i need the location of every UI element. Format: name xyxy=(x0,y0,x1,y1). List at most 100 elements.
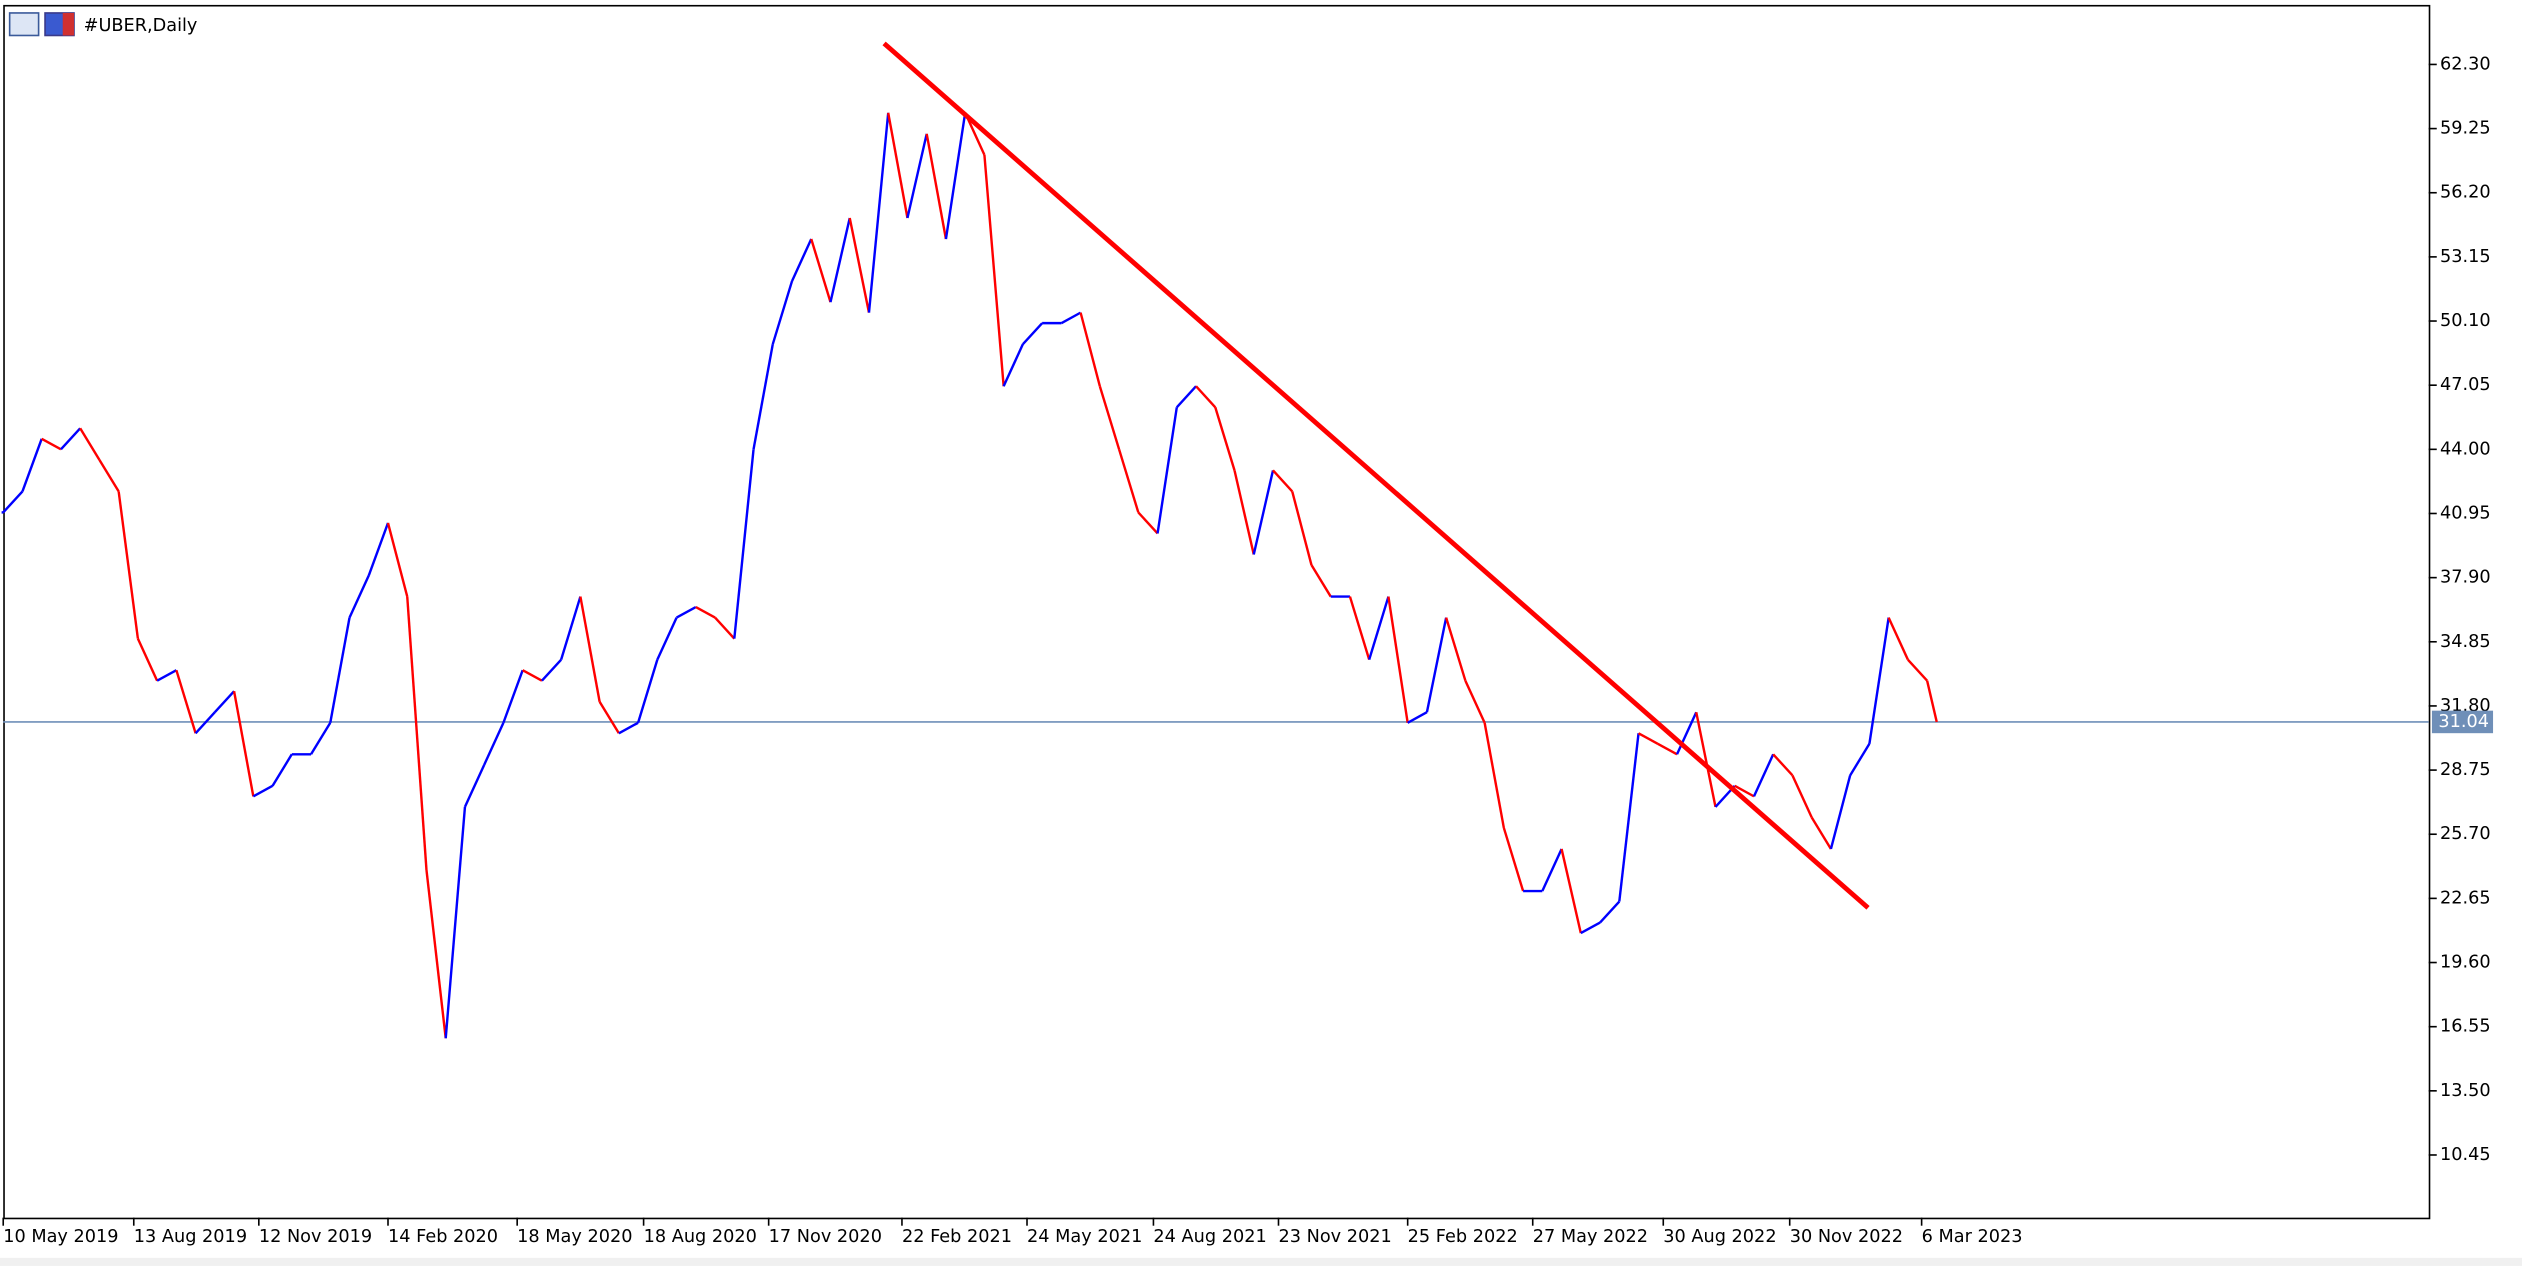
x-tick-label: 18 May 2020 xyxy=(517,1227,632,1247)
price-segment xyxy=(1444,617,1467,682)
price-segment xyxy=(1618,733,1640,902)
price-segment xyxy=(425,869,447,1039)
x-tick-label: 6 Mar 2023 xyxy=(1922,1227,2023,1247)
price-segment xyxy=(156,669,177,682)
x-tick-label: 12 Nov 2019 xyxy=(259,1227,372,1247)
chart-title: #UBER,Daily xyxy=(84,16,198,36)
x-tick-label: 27 May 2022 xyxy=(1533,1227,1648,1247)
price-segment xyxy=(1195,385,1217,409)
x-tick-label: 25 Feb 2022 xyxy=(1408,1227,1518,1247)
price-segment xyxy=(1387,596,1409,723)
price-segment xyxy=(906,133,928,219)
x-tick-label: 10 May 2019 xyxy=(3,1227,118,1247)
y-tick-label: 53.15 xyxy=(2440,247,2491,267)
price-segment xyxy=(1348,596,1371,661)
price-segment xyxy=(598,701,620,734)
y-tick-label: 47.05 xyxy=(2440,375,2491,395)
price-segment xyxy=(848,217,871,313)
price-segment xyxy=(1925,680,1938,723)
x-tick-label: 30 Nov 2022 xyxy=(1790,1227,1903,1247)
price-segment xyxy=(1252,470,1275,555)
price-segment xyxy=(1695,712,1717,808)
price-segment xyxy=(733,449,755,639)
price-segment xyxy=(1310,564,1332,598)
price-segment xyxy=(983,154,1005,387)
price-segment xyxy=(2,490,24,514)
price-segment xyxy=(310,722,332,755)
price-segment xyxy=(1560,848,1582,934)
y-tick-label: 10.45 xyxy=(2440,1145,2491,1165)
price-segment xyxy=(1752,753,1775,797)
x-tick-label: 22 Feb 2021 xyxy=(902,1227,1012,1247)
price-segment xyxy=(117,491,140,639)
price-segment xyxy=(1272,469,1294,493)
icon xyxy=(8,12,40,37)
price-segment xyxy=(79,427,101,461)
price-segment xyxy=(1214,406,1236,471)
price-segment xyxy=(1407,711,1428,724)
price-segment xyxy=(1772,753,1794,777)
x-tick-label: 18 Aug 2020 xyxy=(644,1227,757,1247)
price-segment xyxy=(348,575,370,619)
price-segment xyxy=(41,437,62,451)
price-segment xyxy=(1791,774,1813,818)
price-segment xyxy=(810,238,832,303)
x-tick-label: 30 Aug 2022 xyxy=(1663,1227,1776,1247)
price-segment xyxy=(1233,470,1255,555)
y-tick-label: 34.85 xyxy=(2440,632,2491,652)
price-segment xyxy=(60,427,82,451)
y-tick-label: 22.65 xyxy=(2440,888,2491,908)
price-segment xyxy=(559,596,582,661)
price-segment xyxy=(676,606,697,619)
price-segment xyxy=(1599,900,1621,924)
price-segment xyxy=(136,638,159,682)
price-segment xyxy=(1291,491,1313,566)
y-tick-label: 25.70 xyxy=(2440,824,2491,844)
price-segment xyxy=(714,616,736,640)
price-segment xyxy=(194,711,216,735)
x-tick-label: 23 Nov 2021 xyxy=(1278,1227,1391,1247)
price-segment xyxy=(636,659,659,724)
y-tick-label: 16.55 xyxy=(2440,1017,2491,1037)
y-tick-label: 13.50 xyxy=(2440,1081,2491,1101)
y-tick-label: 59.25 xyxy=(2440,119,2491,139)
last-price-box xyxy=(2431,710,2494,734)
y-tick-label: 28.75 xyxy=(2440,760,2491,780)
price-segment xyxy=(1079,312,1102,387)
x-tick-label: 24 May 2021 xyxy=(1027,1227,1142,1247)
plot-frame xyxy=(3,4,2431,1220)
price-segment xyxy=(790,238,813,282)
price-segment xyxy=(925,133,948,240)
price-segment xyxy=(1657,742,1678,756)
price-segment xyxy=(386,522,409,597)
last-price-label: 31.04 xyxy=(2438,712,2489,732)
price-segment xyxy=(21,438,43,492)
price-segment xyxy=(1637,732,1659,745)
price-segment xyxy=(1483,722,1506,829)
price-segment xyxy=(541,658,563,682)
price-segment xyxy=(887,112,909,219)
price-segment xyxy=(1829,775,1852,850)
price-segment xyxy=(329,617,351,723)
price-segment xyxy=(1502,827,1525,892)
x-tick-label: 17 Nov 2020 xyxy=(769,1227,882,1247)
price-segment xyxy=(1580,921,1601,935)
price-segment xyxy=(1906,658,1929,682)
price-segment xyxy=(1060,311,1082,325)
y-tick-label: 44.00 xyxy=(2440,439,2491,459)
y-tick-label: 62.30 xyxy=(2440,54,2491,74)
y-tick-label: 56.20 xyxy=(2440,183,2491,203)
price-segment xyxy=(829,217,851,303)
x-tick-label: 24 Aug 2021 xyxy=(1153,1227,1266,1247)
price-segment xyxy=(771,280,794,345)
price-segment xyxy=(752,343,774,450)
price-segment xyxy=(444,806,467,1039)
price-segment xyxy=(1098,385,1121,450)
price-segment xyxy=(1117,448,1140,513)
price-segment xyxy=(175,669,197,734)
price-segment xyxy=(463,764,486,808)
price-segment xyxy=(1868,617,1890,744)
